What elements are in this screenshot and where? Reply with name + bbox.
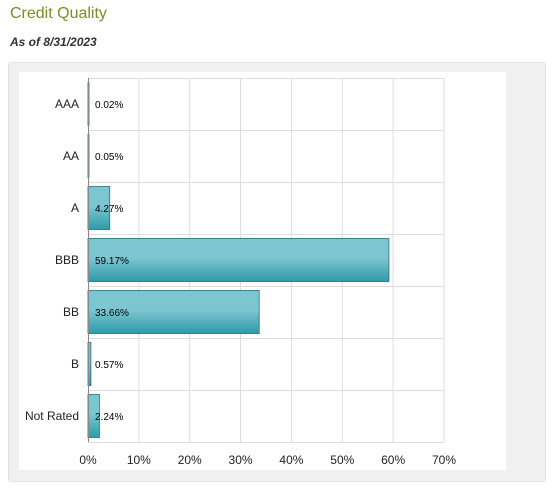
x-axis-ticks: 0% 10% 20% 30% 40% 50% 60% 70% xyxy=(79,453,456,467)
category-label: BB xyxy=(63,305,79,319)
category-label: AAA xyxy=(55,97,79,111)
as-of-date: As of 8/31/2023 xyxy=(10,35,97,49)
data-label: 0.05% xyxy=(95,152,123,163)
data-labels: 0.02% 0.05% 4.27% 59.17% 33.66% 0.57% 2.24% xyxy=(95,100,129,423)
data-label: 2.24% xyxy=(95,412,123,423)
x-tick-label: 70% xyxy=(432,453,456,467)
bar xyxy=(87,290,260,334)
data-label: 4.27% xyxy=(95,204,123,215)
x-tick-label: 30% xyxy=(229,453,253,467)
x-tick-label: 0% xyxy=(79,453,97,467)
x-tick-label: 60% xyxy=(381,453,405,467)
x-tick-label: 50% xyxy=(330,453,354,467)
category-label: AA xyxy=(63,149,79,163)
category-label: BBB xyxy=(55,253,79,267)
data-label: 33.66% xyxy=(95,308,129,319)
x-tick-label: 20% xyxy=(178,453,202,467)
category-label: A xyxy=(71,201,79,215)
data-label: 0.57% xyxy=(95,360,123,371)
category-label: B xyxy=(71,357,79,371)
bar xyxy=(87,238,390,282)
category-label: Not Rated xyxy=(25,409,79,423)
data-label: 59.17% xyxy=(95,256,129,267)
data-label: 0.02% xyxy=(95,100,123,111)
bars xyxy=(87,82,390,438)
chart-title: Credit Quality xyxy=(10,5,107,22)
x-tick-label: 10% xyxy=(127,453,151,467)
x-tick-label: 40% xyxy=(279,453,303,467)
